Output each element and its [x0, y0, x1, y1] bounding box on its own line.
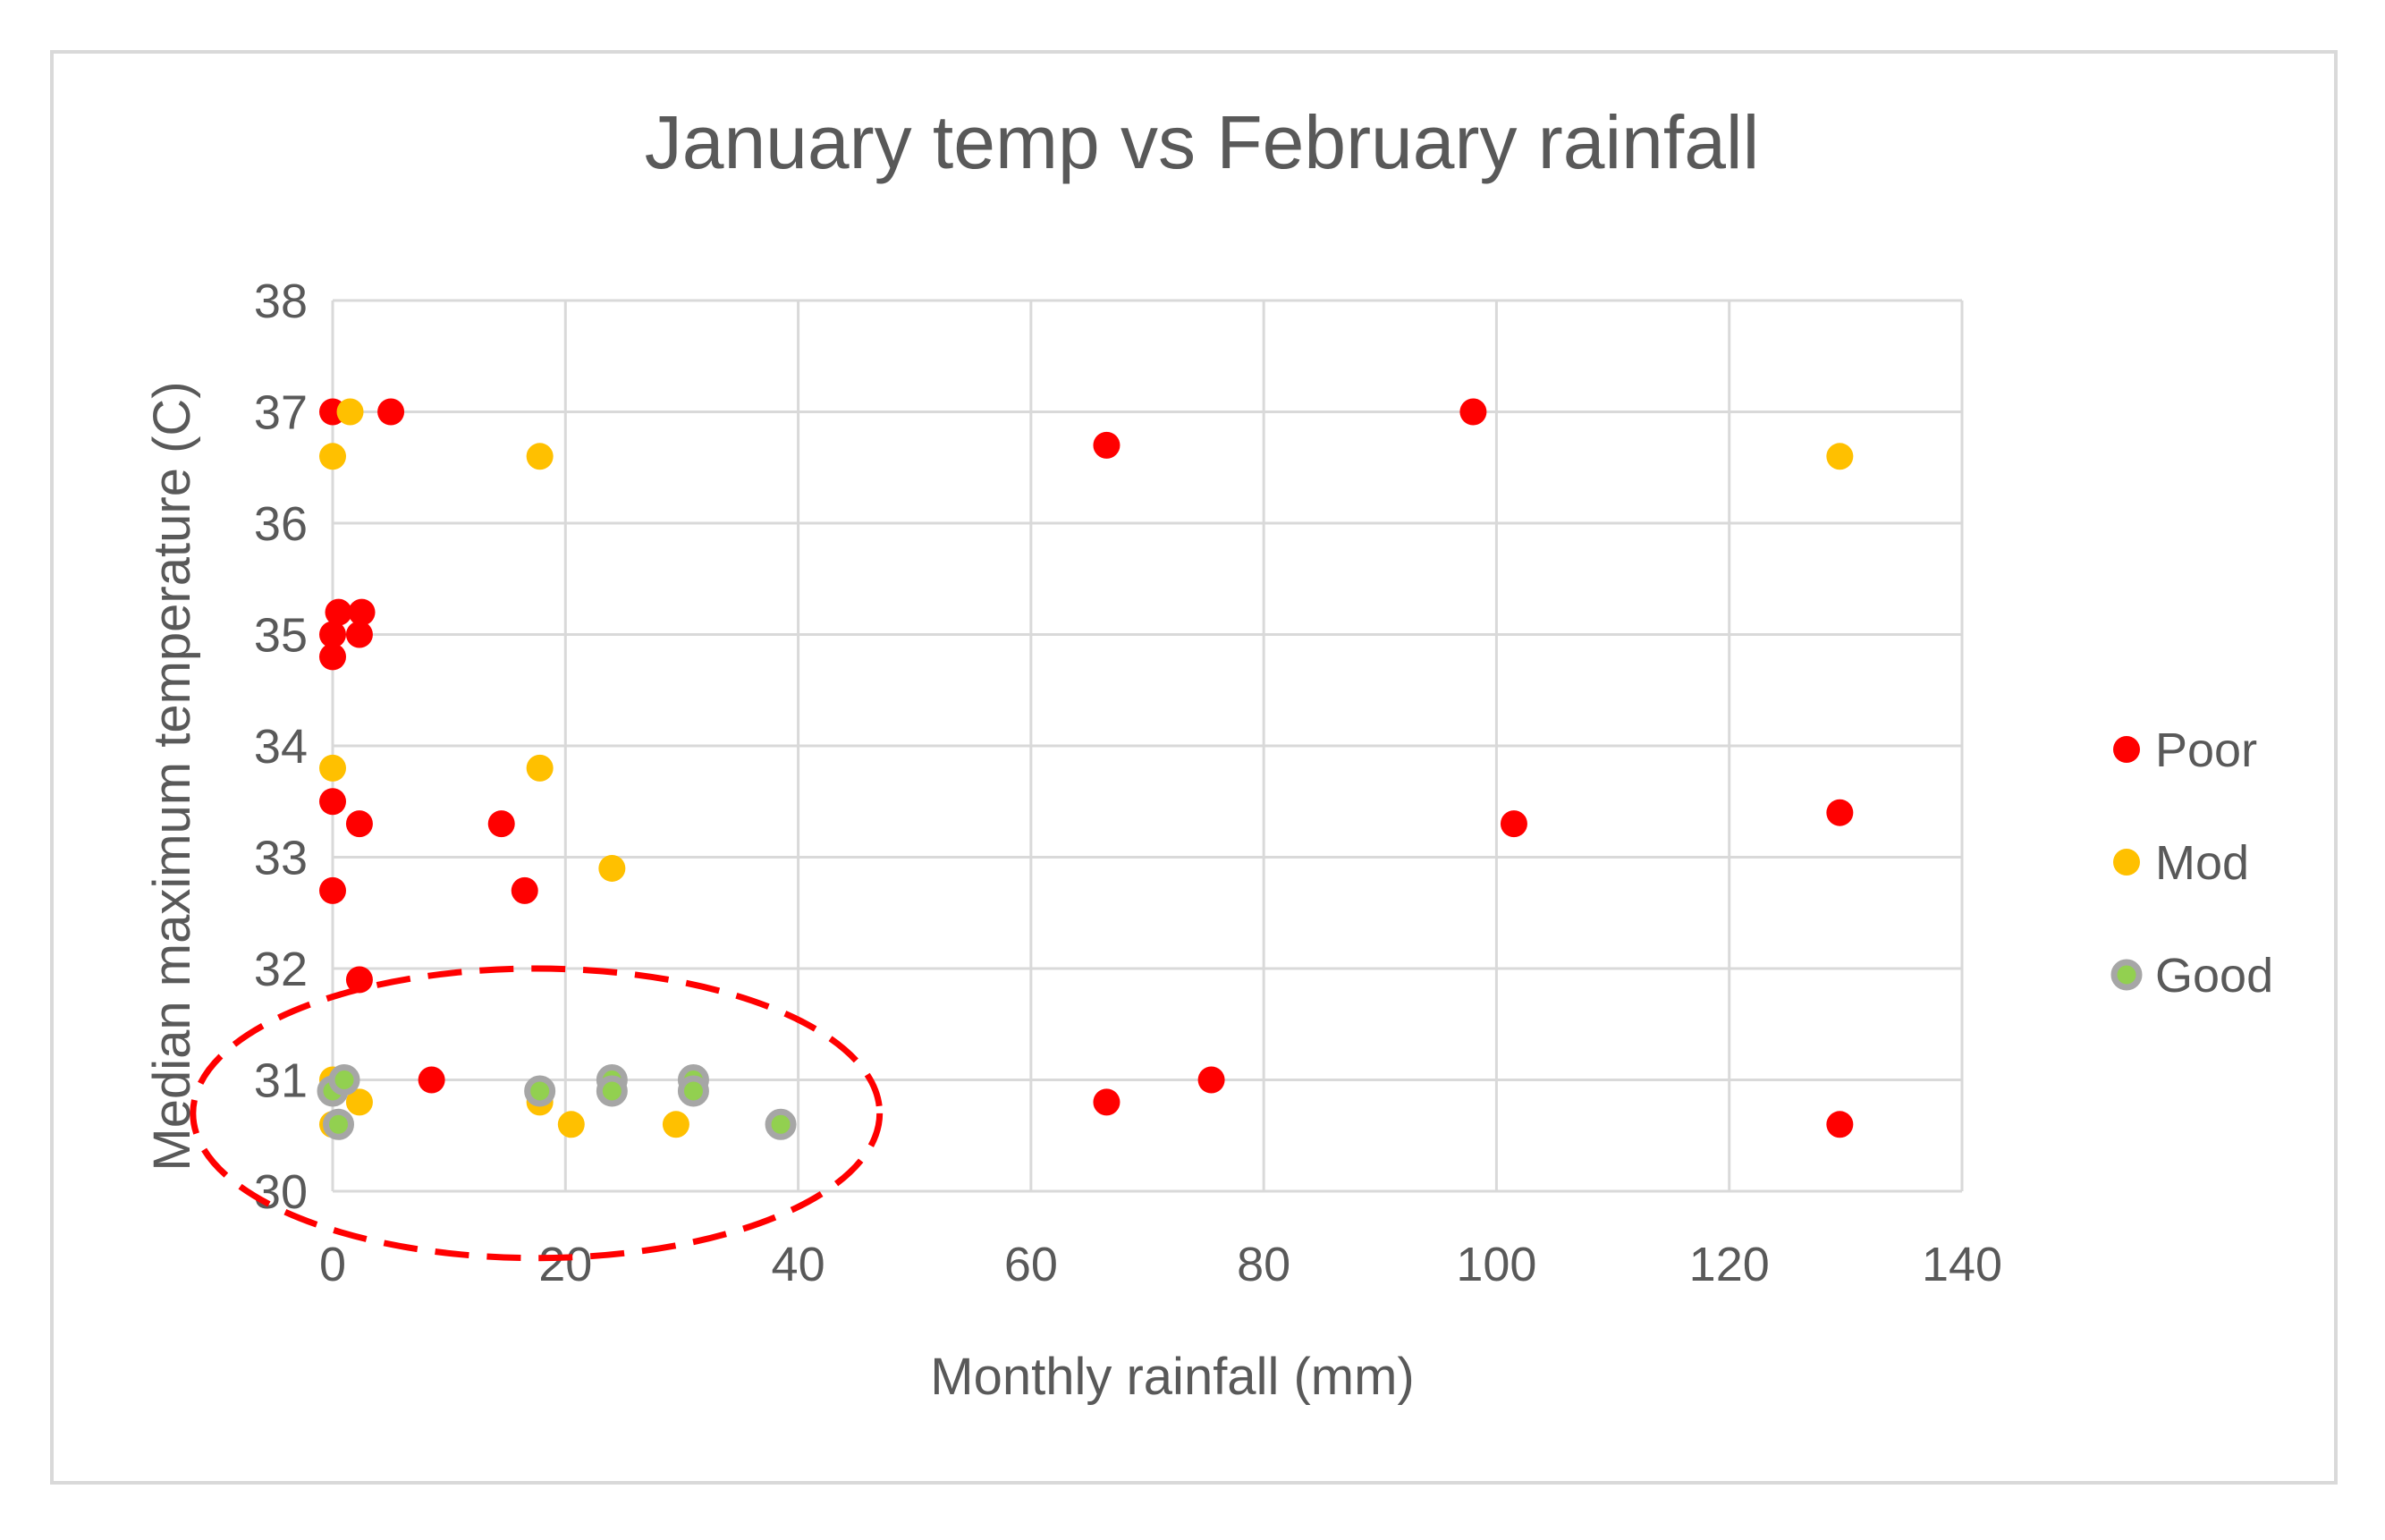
point-poor	[348, 598, 376, 626]
point-poor	[319, 621, 346, 648]
point-poor	[511, 876, 538, 904]
chart-frame: January temp vs February rainfall 30 31 32…	[50, 50, 2338, 1485]
point-good	[524, 1075, 556, 1107]
y-tick-label: 32	[254, 943, 308, 996]
x-tick-label: 120	[1689, 1238, 1770, 1291]
point-poor	[487, 810, 515, 838]
point-poor	[345, 621, 373, 648]
point-mod	[345, 1088, 373, 1116]
point-good	[328, 1064, 360, 1096]
point-poor	[1093, 1088, 1121, 1116]
point-poor	[1197, 1066, 1225, 1094]
point-good	[765, 1108, 797, 1140]
point-mod	[526, 443, 554, 470]
x-tick-label: 40	[772, 1238, 825, 1291]
point-poor	[1459, 398, 1487, 426]
series-poor	[319, 398, 1854, 1138]
point-mod	[526, 754, 554, 782]
x-tick-label: 60	[1004, 1238, 1058, 1291]
point-poor	[345, 810, 373, 838]
legend-marker-good	[2110, 959, 2143, 991]
x-tick-label: 100	[1456, 1238, 1536, 1291]
y-tick-labels: 30 31 32 33 34 35 36 37 38	[254, 275, 308, 1219]
point-mod	[1826, 443, 1854, 470]
point-poor	[418, 1066, 445, 1094]
point-poor	[1826, 799, 1854, 826]
x-tick-label: 20	[538, 1238, 592, 1291]
x-axis-title: Monthly rainfall (mm)	[930, 1348, 1414, 1406]
point-poor	[1826, 1111, 1854, 1138]
series-mod	[319, 398, 1854, 1138]
point-good	[323, 1108, 355, 1140]
point-poor	[345, 966, 373, 994]
legend-label-good: Good	[2155, 949, 2273, 1003]
y-tick-label: 34	[254, 720, 308, 774]
y-tick-label: 30	[254, 1165, 308, 1219]
x-tick-label: 0	[319, 1238, 346, 1291]
series-good	[317, 1064, 797, 1140]
y-tick-label: 38	[254, 275, 308, 328]
point-poor	[319, 876, 346, 904]
legend-marker-poor	[2113, 736, 2140, 763]
y-tick-label: 31	[254, 1054, 308, 1108]
y-tick-label: 37	[254, 386, 308, 440]
annotation-layer	[190, 965, 884, 1262]
point-mod	[598, 854, 626, 882]
y-tick-label: 33	[254, 832, 308, 885]
y-tick-label: 36	[254, 497, 308, 551]
point-poor	[319, 788, 346, 816]
gridlines	[331, 299, 1964, 1193]
y-tick-label: 35	[254, 609, 308, 663]
point-poor	[325, 598, 352, 626]
point-mod	[319, 754, 346, 782]
legend: Poor Mod Good	[2110, 723, 2273, 1003]
x-tick-label: 140	[1922, 1238, 2002, 1291]
point-good	[596, 1075, 628, 1107]
x-tick-labels: 0 20 40 60 80 100 120 140	[319, 1238, 2002, 1291]
highlight-ellipse	[190, 965, 884, 1262]
x-tick-label: 80	[1237, 1238, 1290, 1291]
y-axis-title: Median maximum temperature (C)	[143, 381, 201, 1171]
legend-marker-mod	[2113, 849, 2140, 876]
point-mod	[319, 443, 346, 470]
data-points	[317, 398, 1854, 1140]
point-good	[677, 1075, 709, 1107]
point-mod	[336, 398, 364, 426]
point-mod	[662, 1111, 689, 1138]
scatter-chart: January temp vs February rainfall 30 31 32…	[143, 100, 2273, 1406]
point-poor	[319, 643, 346, 671]
point-mod	[557, 1111, 585, 1138]
point-poor	[377, 398, 405, 426]
point-poor	[1093, 431, 1121, 459]
chart-title: January temp vs February rainfall	[645, 100, 1760, 184]
legend-label-mod: Mod	[2155, 836, 2249, 890]
point-poor	[1500, 810, 1527, 838]
legend-label-poor: Poor	[2155, 723, 2257, 777]
